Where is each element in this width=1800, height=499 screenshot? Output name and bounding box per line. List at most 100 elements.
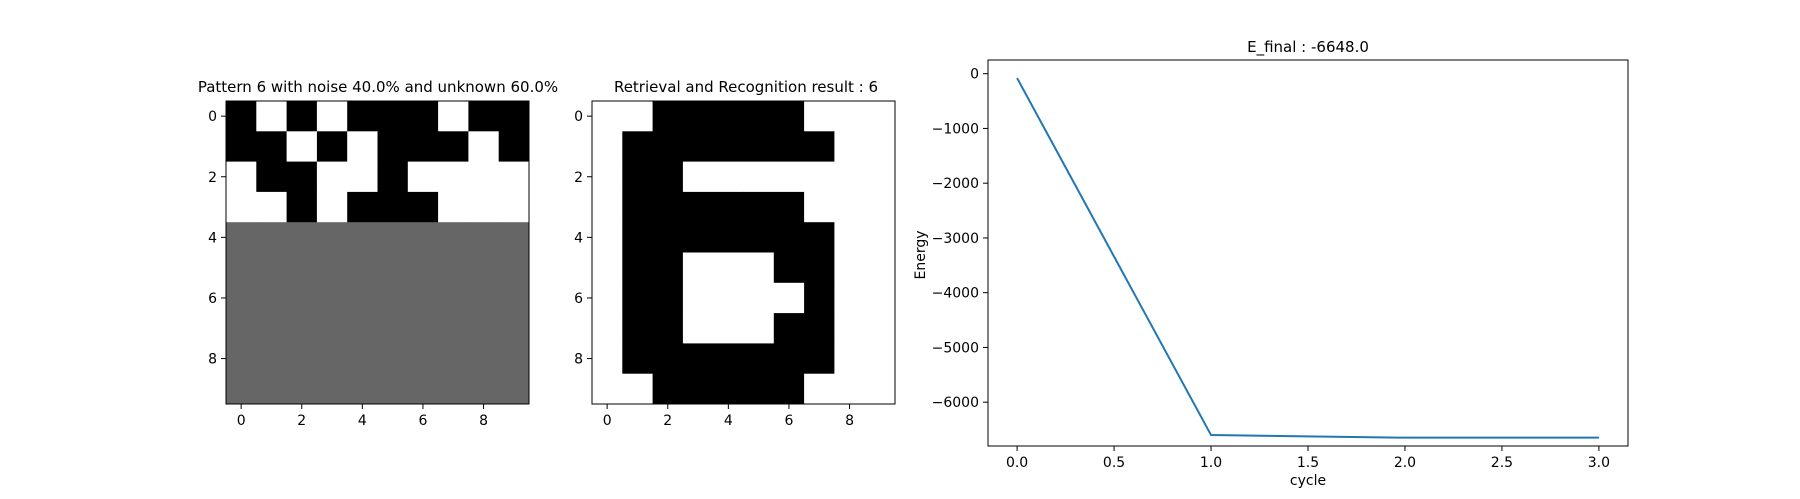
result-cell-r9-c7 [804, 373, 835, 405]
noisy-cell-r6-c7 [438, 282, 469, 314]
energy-chart-title: E_final : -6648.0 [1247, 38, 1369, 57]
energy-y-axis-label: Energy [913, 230, 929, 279]
result-cell-r1-c3 [682, 131, 714, 163]
result-cell-r3-c1 [622, 191, 654, 223]
noisy-y-tick-label: 0 [208, 109, 217, 125]
result-cell-r9-c5 [743, 373, 775, 405]
noisy-cell-r1-c6 [407, 131, 439, 163]
noisy-cell-r0-c4 [347, 101, 378, 132]
energy-y-tick-label: −4000 [932, 286, 979, 302]
energy-x-ticks: 0.0 0.5 1.0 1.5 2.0 2.5 3.0 [1006, 446, 1610, 471]
result-cell-r5-c2 [652, 252, 684, 284]
energy-x-tick-label: 0.0 [1006, 455, 1028, 471]
result-cell-r6-c3 [682, 282, 714, 314]
noisy-cell-r7-c0 [226, 313, 257, 344]
noisy-cell-r6-c6 [407, 282, 439, 314]
result-cell-r9-c0 [592, 373, 623, 405]
result-cell-r9-c8 [834, 373, 866, 405]
result-cell-r2-c4 [713, 161, 744, 193]
noisy-cell-r2-c5 [377, 161, 409, 193]
result-cell-r0-c8 [834, 101, 866, 132]
noisy-cell-r2-c9 [498, 161, 530, 193]
result-cell-r5-c1 [622, 252, 654, 284]
result-cell-r0-c7 [804, 101, 835, 132]
noisy-cell-r4-c4 [347, 222, 378, 253]
noisy-cell-r3-c2 [286, 191, 318, 223]
result-cell-r6-c0 [592, 282, 623, 314]
noisy-cell-r0-c1 [256, 101, 288, 132]
result-cell-r8-c7 [804, 343, 835, 375]
noisy-cell-r8-c9 [498, 343, 530, 375]
noisy-cell-r3-c9 [498, 191, 530, 223]
noisy-y-tick-label: 8 [208, 352, 217, 368]
noisy-cell-r4-c3 [316, 222, 348, 253]
result-cell-r5-c6 [773, 252, 805, 284]
result-cell-r3-c9 [864, 191, 896, 223]
result-cell-r4-c6 [773, 222, 805, 253]
noisy-x-tick-label: 0 [237, 413, 246, 429]
result-cell-r3-c5 [743, 191, 775, 223]
noisy-cell-r4-c2 [286, 222, 318, 253]
noisy-pattern-panel: Pattern 6 with noise 40.0% and unknown 6… [198, 78, 558, 429]
result-cell-r1-c5 [743, 131, 775, 163]
noisy-cell-r0-c8 [468, 101, 500, 132]
result-cell-r4-c5 [743, 222, 775, 253]
energy-x-axis-label: cycle [1290, 473, 1326, 489]
noisy-pattern-cells [226, 101, 530, 405]
noisy-cell-r0-c5 [377, 101, 409, 132]
noisy-cell-r7-c8 [468, 313, 500, 344]
noisy-cell-r7-c4 [347, 313, 378, 344]
result-y-tick-label: 8 [574, 352, 583, 368]
noisy-cell-r2-c7 [438, 161, 469, 193]
noisy-cell-r6-c1 [256, 282, 288, 314]
noisy-cell-r5-c4 [347, 252, 378, 284]
result-cell-r2-c9 [864, 161, 896, 193]
result-cell-r7-c9 [864, 313, 896, 344]
result-cell-r2-c3 [682, 161, 714, 193]
result-cell-r8-c0 [592, 343, 623, 375]
result-x-tick-label: 8 [845, 413, 854, 429]
noisy-cell-r7-c7 [438, 313, 469, 344]
noisy-cell-r0-c3 [316, 101, 348, 132]
result-cell-r5-c5 [743, 252, 775, 284]
noisy-cell-r1-c9 [498, 131, 530, 163]
noisy-cell-r8-c8 [468, 343, 500, 375]
noisy-cell-r5-c8 [468, 252, 500, 284]
result-cell-r7-c2 [652, 313, 684, 344]
energy-series-line [1016, 77, 1599, 439]
result-cell-r3-c7 [804, 191, 835, 223]
noisy-cell-r8-c7 [438, 343, 469, 375]
energy-y-tick-label: −5000 [932, 340, 979, 356]
noisy-cell-r9-c6 [407, 373, 439, 405]
noisy-cell-r5-c5 [377, 252, 409, 284]
noisy-cell-r6-c3 [316, 282, 348, 314]
result-cell-r8-c9 [864, 343, 896, 375]
result-cell-r4-c7 [804, 222, 835, 253]
noisy-cell-r1-c5 [377, 131, 409, 163]
energy-x-tick-label: 0.5 [1103, 455, 1125, 471]
noisy-y-tick-label: 2 [208, 170, 217, 186]
result-cell-r9-c3 [682, 373, 714, 405]
noisy-cell-r1-c4 [347, 131, 378, 163]
result-cell-r4-c8 [834, 222, 866, 253]
noisy-cell-r9-c7 [438, 373, 469, 405]
noisy-x-tick-label: 8 [479, 413, 488, 429]
noisy-x-tick-label: 4 [358, 413, 367, 429]
noisy-cell-r6-c8 [468, 282, 500, 314]
noisy-cell-r7-c2 [286, 313, 318, 344]
result-cell-r2-c7 [804, 161, 835, 193]
result-cell-r1-c9 [864, 131, 896, 163]
energy-y-tick-label: −3000 [932, 231, 979, 247]
noisy-cell-r8-c4 [347, 343, 378, 375]
result-cell-r3-c8 [834, 191, 866, 223]
noisy-cell-r2-c8 [468, 161, 500, 193]
noisy-cell-r0-c0 [226, 101, 257, 132]
result-cell-r7-c3 [682, 313, 714, 344]
noisy-cell-r8-c6 [407, 343, 439, 375]
result-cell-r8-c2 [652, 343, 684, 375]
result-cell-r1-c6 [773, 131, 805, 163]
result-cell-r1-c7 [804, 131, 835, 163]
result-cell-r6-c1 [622, 282, 654, 314]
noisy-cell-r9-c4 [347, 373, 378, 405]
